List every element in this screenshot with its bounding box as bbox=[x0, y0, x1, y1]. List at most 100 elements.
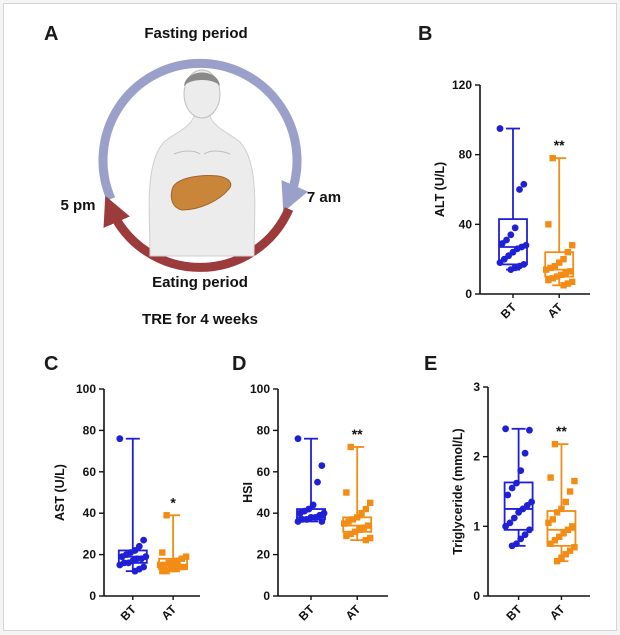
y-tick-label: 40 bbox=[257, 506, 271, 520]
eating-period-label: Eating period bbox=[152, 274, 248, 291]
data-point bbox=[364, 522, 372, 529]
data-point bbox=[517, 467, 525, 474]
data-point bbox=[309, 501, 317, 509]
data-point bbox=[180, 563, 188, 571]
series-at bbox=[545, 440, 578, 565]
data-point bbox=[496, 125, 504, 132]
x-category-label: AT bbox=[545, 300, 566, 321]
data-point bbox=[343, 489, 350, 496]
y-tick-label: 40 bbox=[83, 506, 97, 520]
x-category-label: BT bbox=[498, 300, 520, 322]
data-point bbox=[116, 435, 124, 443]
data-point bbox=[547, 540, 554, 547]
series-bt bbox=[294, 435, 328, 525]
fasting-arc bbox=[98, 59, 308, 213]
data-point bbox=[507, 231, 515, 239]
y-tick-label: 20 bbox=[257, 548, 271, 562]
data-point bbox=[140, 536, 148, 544]
fasting-period-label: Fasting period bbox=[144, 25, 247, 42]
chart-panel-c: 0 20 40 60 80 100 AST (U/L) BT AT * bbox=[53, 382, 200, 623]
data-point bbox=[526, 526, 533, 534]
data-point bbox=[551, 262, 559, 270]
data-point bbox=[520, 180, 528, 188]
panel-b-letter: B bbox=[418, 23, 432, 45]
chart-panel-b: 0 40 80 120 ALT (U/L) BT AT ** bbox=[433, 78, 590, 321]
data-point bbox=[296, 509, 304, 517]
data-point bbox=[551, 440, 559, 448]
data-point bbox=[507, 266, 515, 274]
data-point bbox=[558, 505, 565, 513]
panel-d-letter: D bbox=[232, 353, 246, 375]
data-point bbox=[294, 518, 302, 525]
x-category-label: AT bbox=[547, 602, 568, 623]
panel-e-letter: E bbox=[424, 353, 437, 375]
data-point bbox=[558, 271, 565, 279]
x-category-label: AT bbox=[343, 602, 364, 623]
y-tick-label: 0 bbox=[89, 589, 96, 603]
data-point bbox=[551, 537, 559, 544]
data-point bbox=[516, 186, 523, 193]
data-point bbox=[566, 488, 574, 495]
data-point bbox=[351, 528, 359, 536]
data-point bbox=[172, 565, 179, 573]
time-5pm-label: 5 pm bbox=[60, 197, 95, 214]
data-point bbox=[549, 154, 556, 162]
panel-a-letter: A bbox=[44, 23, 58, 45]
data-point bbox=[564, 526, 572, 534]
data-point bbox=[360, 524, 367, 531]
data-point bbox=[169, 559, 177, 567]
y-tick-label: 3 bbox=[473, 380, 480, 394]
data-point bbox=[553, 509, 561, 516]
data-point bbox=[571, 544, 578, 551]
y-tick-label: 80 bbox=[459, 148, 473, 162]
y-tick-label: 0 bbox=[465, 287, 472, 301]
data-point bbox=[341, 520, 348, 527]
data-point bbox=[553, 273, 561, 280]
figure: A Fasting period 5 pm 7 am Eating period… bbox=[3, 3, 617, 631]
data-point bbox=[569, 278, 576, 286]
y-tick-label: 0 bbox=[263, 589, 270, 603]
y-tick-label: 80 bbox=[257, 423, 271, 437]
panel-a: A Fasting period 5 pm 7 am Eating period… bbox=[44, 23, 341, 328]
data-point bbox=[547, 474, 554, 481]
data-point bbox=[526, 426, 533, 434]
data-point bbox=[354, 514, 361, 521]
y-tick-label: 60 bbox=[83, 465, 97, 479]
human-torso-illustration bbox=[148, 69, 256, 257]
data-point bbox=[569, 242, 576, 249]
data-point bbox=[314, 478, 321, 486]
data-point bbox=[560, 255, 567, 263]
data-point bbox=[343, 532, 350, 540]
data-point bbox=[347, 530, 354, 538]
data-point bbox=[560, 282, 567, 289]
y-axis-title: AST (U/L) bbox=[53, 464, 67, 521]
box-iqr bbox=[498, 218, 528, 266]
data-point bbox=[508, 542, 516, 550]
data-point bbox=[510, 514, 518, 522]
data-point bbox=[118, 553, 126, 561]
data-point bbox=[571, 477, 578, 485]
data-point bbox=[182, 553, 190, 560]
data-point bbox=[498, 240, 506, 247]
y-tick-label: 40 bbox=[459, 217, 473, 231]
data-point bbox=[556, 533, 563, 540]
data-point bbox=[521, 531, 529, 539]
x-category-label: BT bbox=[296, 602, 318, 624]
data-point bbox=[345, 518, 352, 525]
tre-caption: TRE for 4 weeks bbox=[142, 311, 258, 328]
data-point bbox=[515, 509, 522, 516]
data-point bbox=[496, 259, 504, 267]
data-point bbox=[362, 536, 370, 544]
data-point bbox=[504, 491, 512, 499]
chart-panel-e: 0 1 2 3 Triglyceride (mmol/L) BT AT ** bbox=[451, 380, 590, 623]
data-point bbox=[545, 519, 552, 527]
data-point bbox=[347, 443, 354, 451]
x-category-label: BT bbox=[504, 602, 526, 624]
data-point bbox=[135, 542, 143, 550]
data-point bbox=[549, 275, 556, 282]
data-point bbox=[174, 557, 181, 565]
series-bt bbox=[496, 125, 530, 274]
data-point bbox=[178, 555, 185, 562]
significance-marker: ** bbox=[556, 423, 567, 439]
